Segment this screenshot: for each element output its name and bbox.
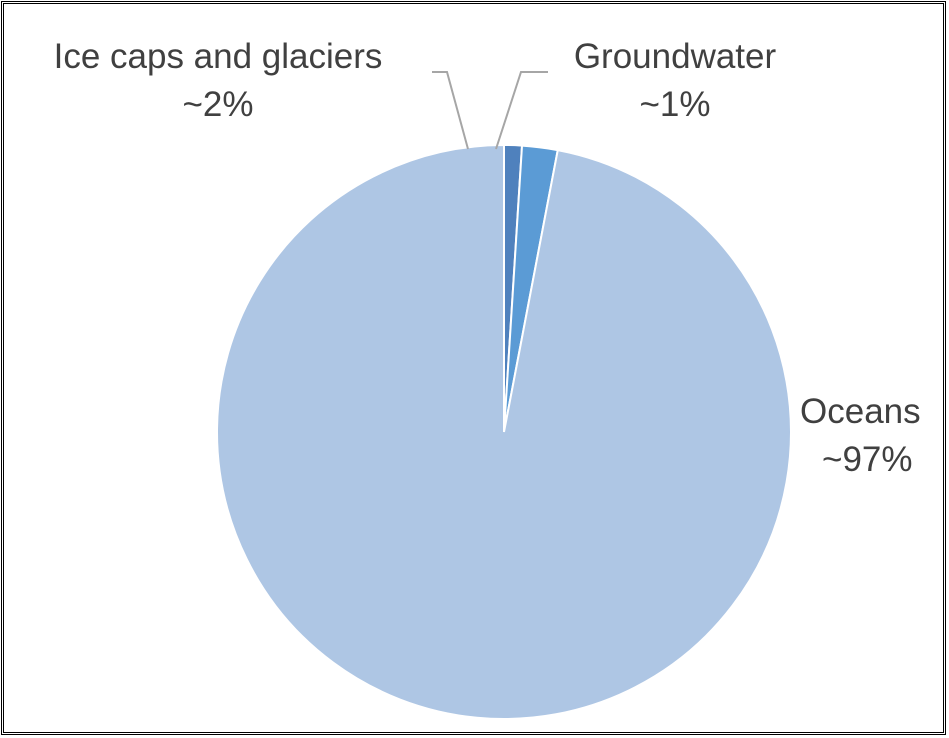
data-label-name: Ice caps and glaciers: [54, 37, 383, 76]
pie-slice-oceans: [215, 143, 792, 720]
data-label-ice-caps-and-glaciers: Ice caps and glaciers ~2%: [54, 37, 383, 124]
data-label-groundwater: Groundwater ~1%: [574, 37, 777, 124]
data-label-value: ~97%: [822, 440, 913, 479]
data-label-name: Oceans: [800, 392, 921, 431]
chart-frame-inner-border: [3, 3, 944, 733]
leader-lines: [432, 71, 548, 150]
data-label-value: ~1%: [639, 85, 710, 124]
data-label-name: Groundwater: [574, 37, 777, 76]
leader-line-groundwater: [495, 71, 548, 150]
pie-slices: [215, 143, 792, 720]
data-labels: Groundwater ~1% Ice caps and glaciers ~2% Oc…: [54, 37, 921, 479]
data-label-value: ~2%: [182, 85, 253, 124]
leader-line-ice-caps-and-glaciers: [432, 71, 469, 150]
data-label-oceans: Oceans ~97%: [800, 392, 921, 479]
